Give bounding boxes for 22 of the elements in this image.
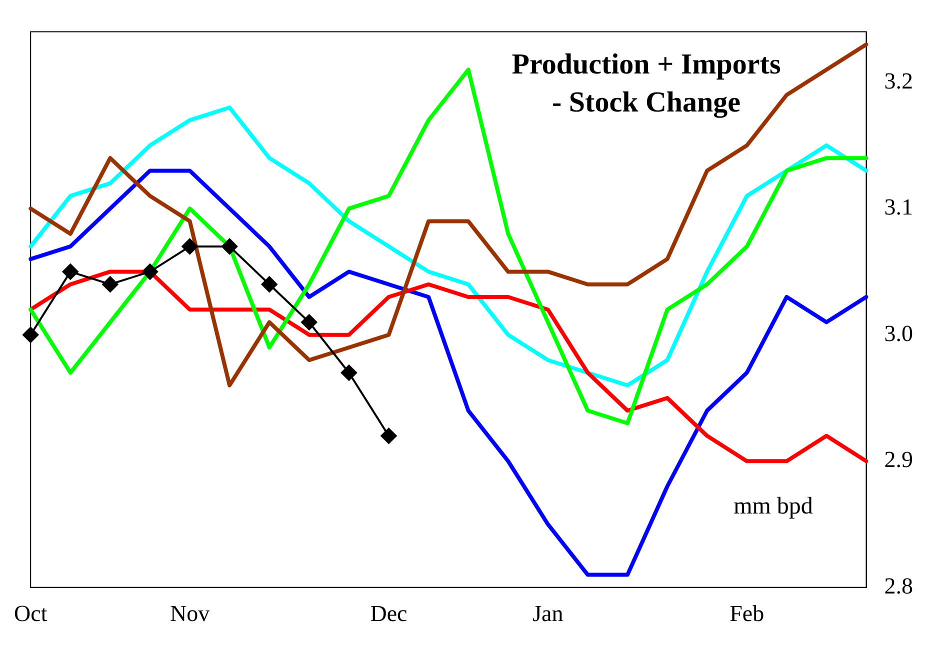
point (301, 314, 318, 330)
text: Production + Imports - Stock Change (512, 48, 781, 118)
point (340, 364, 357, 381)
y-tick-label: 3.1 (884, 194, 913, 220)
x-tick-label: Oct (14, 601, 48, 626)
point (380, 428, 397, 444)
point (62, 264, 78, 280)
y-tick-label: 2.8 (884, 573, 913, 598)
annotation: mm bpd (734, 494, 813, 520)
point (142, 264, 158, 280)
point (182, 238, 198, 254)
x-tick-label: Dec (370, 601, 408, 626)
x-tick-label: Feb (730, 601, 764, 626)
point (222, 238, 238, 254)
point (22, 326, 39, 343)
x-tick-label: Nov (170, 601, 210, 626)
point (261, 276, 278, 292)
y-tick-label: 3.0 (884, 320, 913, 346)
y-tick-label: 2.9 (884, 447, 913, 472)
point (102, 276, 118, 292)
x-tick-label: Jan (532, 601, 564, 626)
y-tick-label: 3.2 (884, 68, 913, 94)
